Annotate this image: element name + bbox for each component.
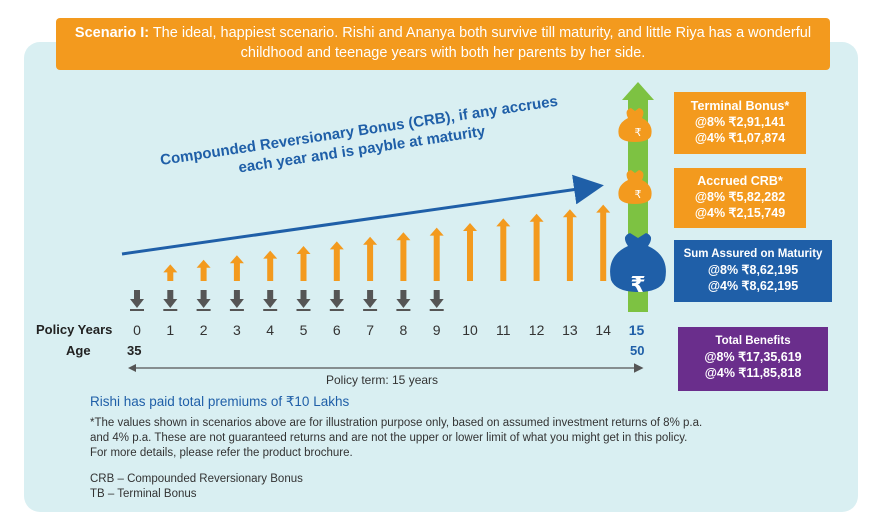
bonus-arrow-13 <box>562 209 577 281</box>
bonus-arrow-12 <box>529 213 544 281</box>
policy-years-label: Policy Years <box>36 322 113 337</box>
accrued-crb-title: Accrued CRB* <box>697 174 783 188</box>
crb-trend-arrow <box>121 174 604 256</box>
accrued-crb-4: @4% ₹2,15,749 <box>694 206 786 220</box>
year-label-14: 14 <box>595 322 611 338</box>
age-label: Age <box>66 343 91 358</box>
sum-assured-box: Sum Assured on Maturity @8% ₹8,62,195 @4… <box>674 240 832 302</box>
bonus-arrow-4 <box>263 250 278 281</box>
scenario-text: The ideal, happiest scenario. Rishi and … <box>149 25 812 61</box>
terminal-bonus-8: @8% ₹2,91,141 <box>694 115 786 129</box>
year-label-4: 4 <box>266 322 275 338</box>
premium-arrow-0 <box>130 290 144 311</box>
premium-note: Rishi has paid total premiums of ₹10 Lak… <box>90 394 350 409</box>
bonus-arrow-6 <box>329 241 344 281</box>
premium-arrow-8 <box>396 290 411 311</box>
year-label-7: 7 <box>366 322 374 338</box>
premium-arrow-2 <box>196 290 211 311</box>
bonus-arrow-3 <box>229 255 244 281</box>
premium-arrow-9 <box>429 290 444 311</box>
bonus-arrow-11 <box>496 218 511 281</box>
crb-bag-icon: ₹ <box>618 170 652 204</box>
abbreviations: CRB – Compounded Reversionary Bonus TB –… <box>90 472 303 502</box>
year-label-8: 8 <box>399 322 408 338</box>
premium-arrow-1 <box>163 290 178 311</box>
total-benefits-box: Total Benefits @8% ₹17,35,619 @4% ₹11,85… <box>678 327 828 391</box>
bonus-arrow-5 <box>296 246 311 281</box>
abbrev-tb: TB – Terminal Bonus <box>90 488 197 500</box>
end-age: 50 <box>630 343 645 358</box>
bonus-arrow-2 <box>196 259 211 281</box>
bonus-arrows <box>163 204 611 281</box>
scenario-banner: Scenario I: The ideal, happiest scenario… <box>56 18 830 70</box>
year-label-1: 1 <box>166 322 175 338</box>
year-label-13: 13 <box>562 322 578 338</box>
year-label-10: 10 <box>462 322 478 338</box>
sum-assured-title: Sum Assured on Maturity <box>683 248 823 260</box>
sum-assured-bag-icon: ₹ <box>610 233 666 298</box>
year-label-15: 15 <box>628 322 645 338</box>
terminal-bonus-title: Terminal Bonus* <box>690 99 790 113</box>
premium-arrow-3 <box>229 290 244 311</box>
disclaimer-line: and 4% p.a. These are not guaranteed ret… <box>90 432 688 444</box>
year-label-9: 9 <box>432 322 441 338</box>
year-label-2: 2 <box>199 322 208 338</box>
svg-text:₹: ₹ <box>635 188 642 201</box>
bonus-arrow-8 <box>396 232 411 281</box>
premium-arrow-5 <box>296 290 311 311</box>
accrued-crb-8: @8% ₹5,82,282 <box>694 190 786 204</box>
year-label-3: 3 <box>232 322 241 338</box>
bonus-arrow-14 <box>596 204 611 281</box>
terminal-bonus-box: Terminal Bonus* @8% ₹2,91,141 @4% ₹1,07,… <box>674 92 806 154</box>
total-benefits-4: @4% ₹11,85,818 <box>704 366 802 380</box>
bonus-arrow-1 <box>163 264 178 281</box>
bonus-arrow-10 <box>463 223 477 281</box>
bonus-arrow-7 <box>363 236 378 281</box>
premium-arrow-7 <box>363 290 378 311</box>
sum-assured-4: @4% ₹8,62,195 <box>707 279 799 293</box>
year-label-6: 6 <box>332 322 341 338</box>
bonus-arrow-9 <box>429 227 444 281</box>
svg-text:₹: ₹ <box>630 273 645 298</box>
year-label-11: 11 <box>496 322 511 338</box>
total-benefits-8: @8% ₹17,35,619 <box>704 350 802 364</box>
terminal-bonus-bag-icon: ₹ <box>618 108 652 142</box>
premium-arrow-6 <box>329 290 344 311</box>
premium-arrows <box>130 290 444 311</box>
scenario-label: Scenario I: <box>74 25 150 41</box>
year-label-12: 12 <box>528 322 545 338</box>
start-age: 35 <box>127 343 142 358</box>
disclaimer-line: *The values shown in scenarios above are… <box>90 417 703 429</box>
accrued-crb-box: Accrued CRB* @8% ₹5,82,282 @4% ₹2,15,749 <box>674 168 806 228</box>
year-label-0: 0 <box>133 322 141 338</box>
sum-assured-8: @8% ₹8,62,195 <box>707 263 799 277</box>
terminal-bonus-4: @4% ₹1,07,874 <box>694 131 786 145</box>
abbrev-crb: CRB – Compounded Reversionary Bonus <box>90 473 303 485</box>
disclaimer-line: For more details, please refer the produ… <box>90 447 353 459</box>
svg-text:₹: ₹ <box>635 126 642 139</box>
total-benefits-title: Total Benefits <box>715 335 791 347</box>
disclaimer: *The values shown in scenarios above are… <box>90 416 702 461</box>
policy-term-label: Policy term: 15 years <box>326 373 439 387</box>
year-label-5: 5 <box>299 322 308 338</box>
premium-arrow-4 <box>263 290 278 311</box>
